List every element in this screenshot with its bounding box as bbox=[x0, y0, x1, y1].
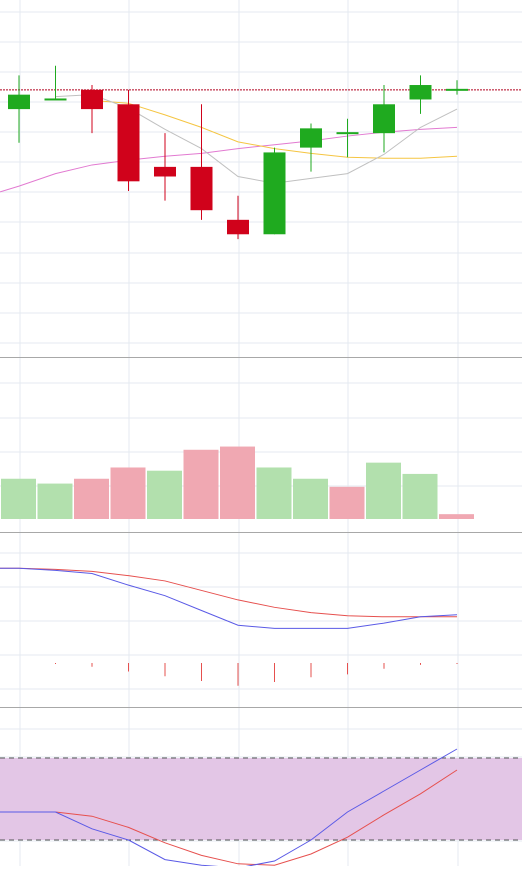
candle-body-8 bbox=[300, 128, 322, 148]
candle-body-10 bbox=[373, 104, 395, 134]
moving-average-slow bbox=[0, 126, 458, 193]
macd-line bbox=[0, 567, 458, 629]
volume-bar-7 bbox=[256, 467, 292, 519]
volume-bar-2 bbox=[74, 478, 109, 519]
candle-body-3 bbox=[117, 104, 140, 182]
volume-bar-1 bbox=[37, 483, 73, 519]
volume-bar-5 bbox=[183, 449, 219, 519]
volume-bar-10 bbox=[366, 462, 401, 519]
candle-body-12 bbox=[446, 88, 468, 91]
macd-panel bbox=[0, 567, 458, 686]
stochastic-band bbox=[0, 758, 522, 840]
volume-bar-9 bbox=[329, 486, 365, 519]
candle-body-2 bbox=[81, 89, 103, 110]
volume-bar-11 bbox=[402, 473, 438, 519]
stochastic-panel bbox=[0, 748, 522, 869]
panel-dividers bbox=[0, 357, 522, 708]
candle-body-5 bbox=[190, 166, 213, 211]
candle-body-6 bbox=[227, 219, 249, 235]
volume-bar-12 bbox=[439, 514, 474, 519]
candle-body-9 bbox=[336, 132, 359, 135]
candle-body-1 bbox=[44, 98, 67, 101]
volume-bar-0 bbox=[1, 478, 36, 519]
candle-body-0 bbox=[8, 94, 30, 110]
candle-body-11 bbox=[409, 85, 432, 100]
volume-bar-3 bbox=[110, 467, 146, 519]
candle-body-7 bbox=[263, 152, 286, 235]
volume-bar-8 bbox=[293, 478, 328, 519]
moving-average-fast bbox=[55, 94, 458, 184]
stochastic-d-line bbox=[0, 769, 458, 866]
volume-bar-4 bbox=[147, 470, 182, 519]
price-panel bbox=[0, 65, 522, 240]
candle-body-4 bbox=[154, 166, 176, 177]
volume-panel bbox=[1, 446, 474, 519]
volume-bar-6 bbox=[220, 446, 255, 519]
macd-signal-line bbox=[0, 567, 457, 618]
